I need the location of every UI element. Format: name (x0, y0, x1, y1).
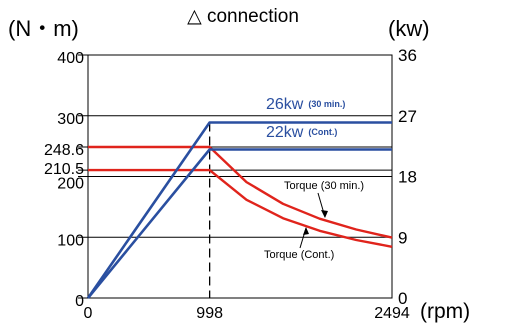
y-left-tick-label: 300 (57, 111, 84, 128)
torque-cont-arrowhead (303, 227, 309, 235)
chart-title: △ connection (187, 6, 299, 27)
y-right-tick-label: 9 (398, 228, 407, 247)
y-left-tick-label: 0 (75, 293, 84, 310)
y-left-tick-label: 248.6 (44, 142, 84, 159)
22kw-cont-line (86, 148, 392, 299)
y-left-tick-label: 210.5 (44, 161, 84, 178)
26kw-30-min-line (86, 121, 392, 299)
x-tick-label: 0 (84, 305, 93, 322)
torque-cont-label: Torque (Cont.) (264, 249, 334, 261)
y-right-tick-label: 27 (398, 107, 417, 126)
gridlines (78, 54, 393, 299)
torque-cont-line (88, 168, 393, 248)
y-left-tick-label: 400 (57, 50, 84, 67)
y-left-axis-label: (N・m) (8, 16, 79, 41)
x-tick-label: 2494 (374, 305, 410, 322)
y-right-axis-label: (kw) (388, 16, 430, 41)
y-right-tick-label: 36 (398, 46, 417, 65)
torque-30-min-line (88, 145, 393, 239)
series-lines (86, 121, 393, 299)
y-left-tick-label: 200 (57, 176, 84, 193)
power-30min-label: 26kw (30 min.) (266, 96, 345, 113)
x-axis-label: (rpm) (420, 300, 470, 323)
annotations: 26kw (30 min.) 22kw (Cont.) Torque (30 min.)… (264, 96, 364, 261)
x-tick-label: 998 (196, 305, 223, 322)
power-cont-label: 22kw (Cont.) (266, 124, 337, 141)
torque-30min-arrowhead (321, 210, 328, 218)
y-left-tick-label: 100 (57, 232, 84, 249)
torque-30min-label: Torque (30 min.) (284, 180, 364, 192)
y-right-tick-label: 0 (398, 289, 407, 308)
y-right-tick-label: 18 (398, 168, 417, 187)
